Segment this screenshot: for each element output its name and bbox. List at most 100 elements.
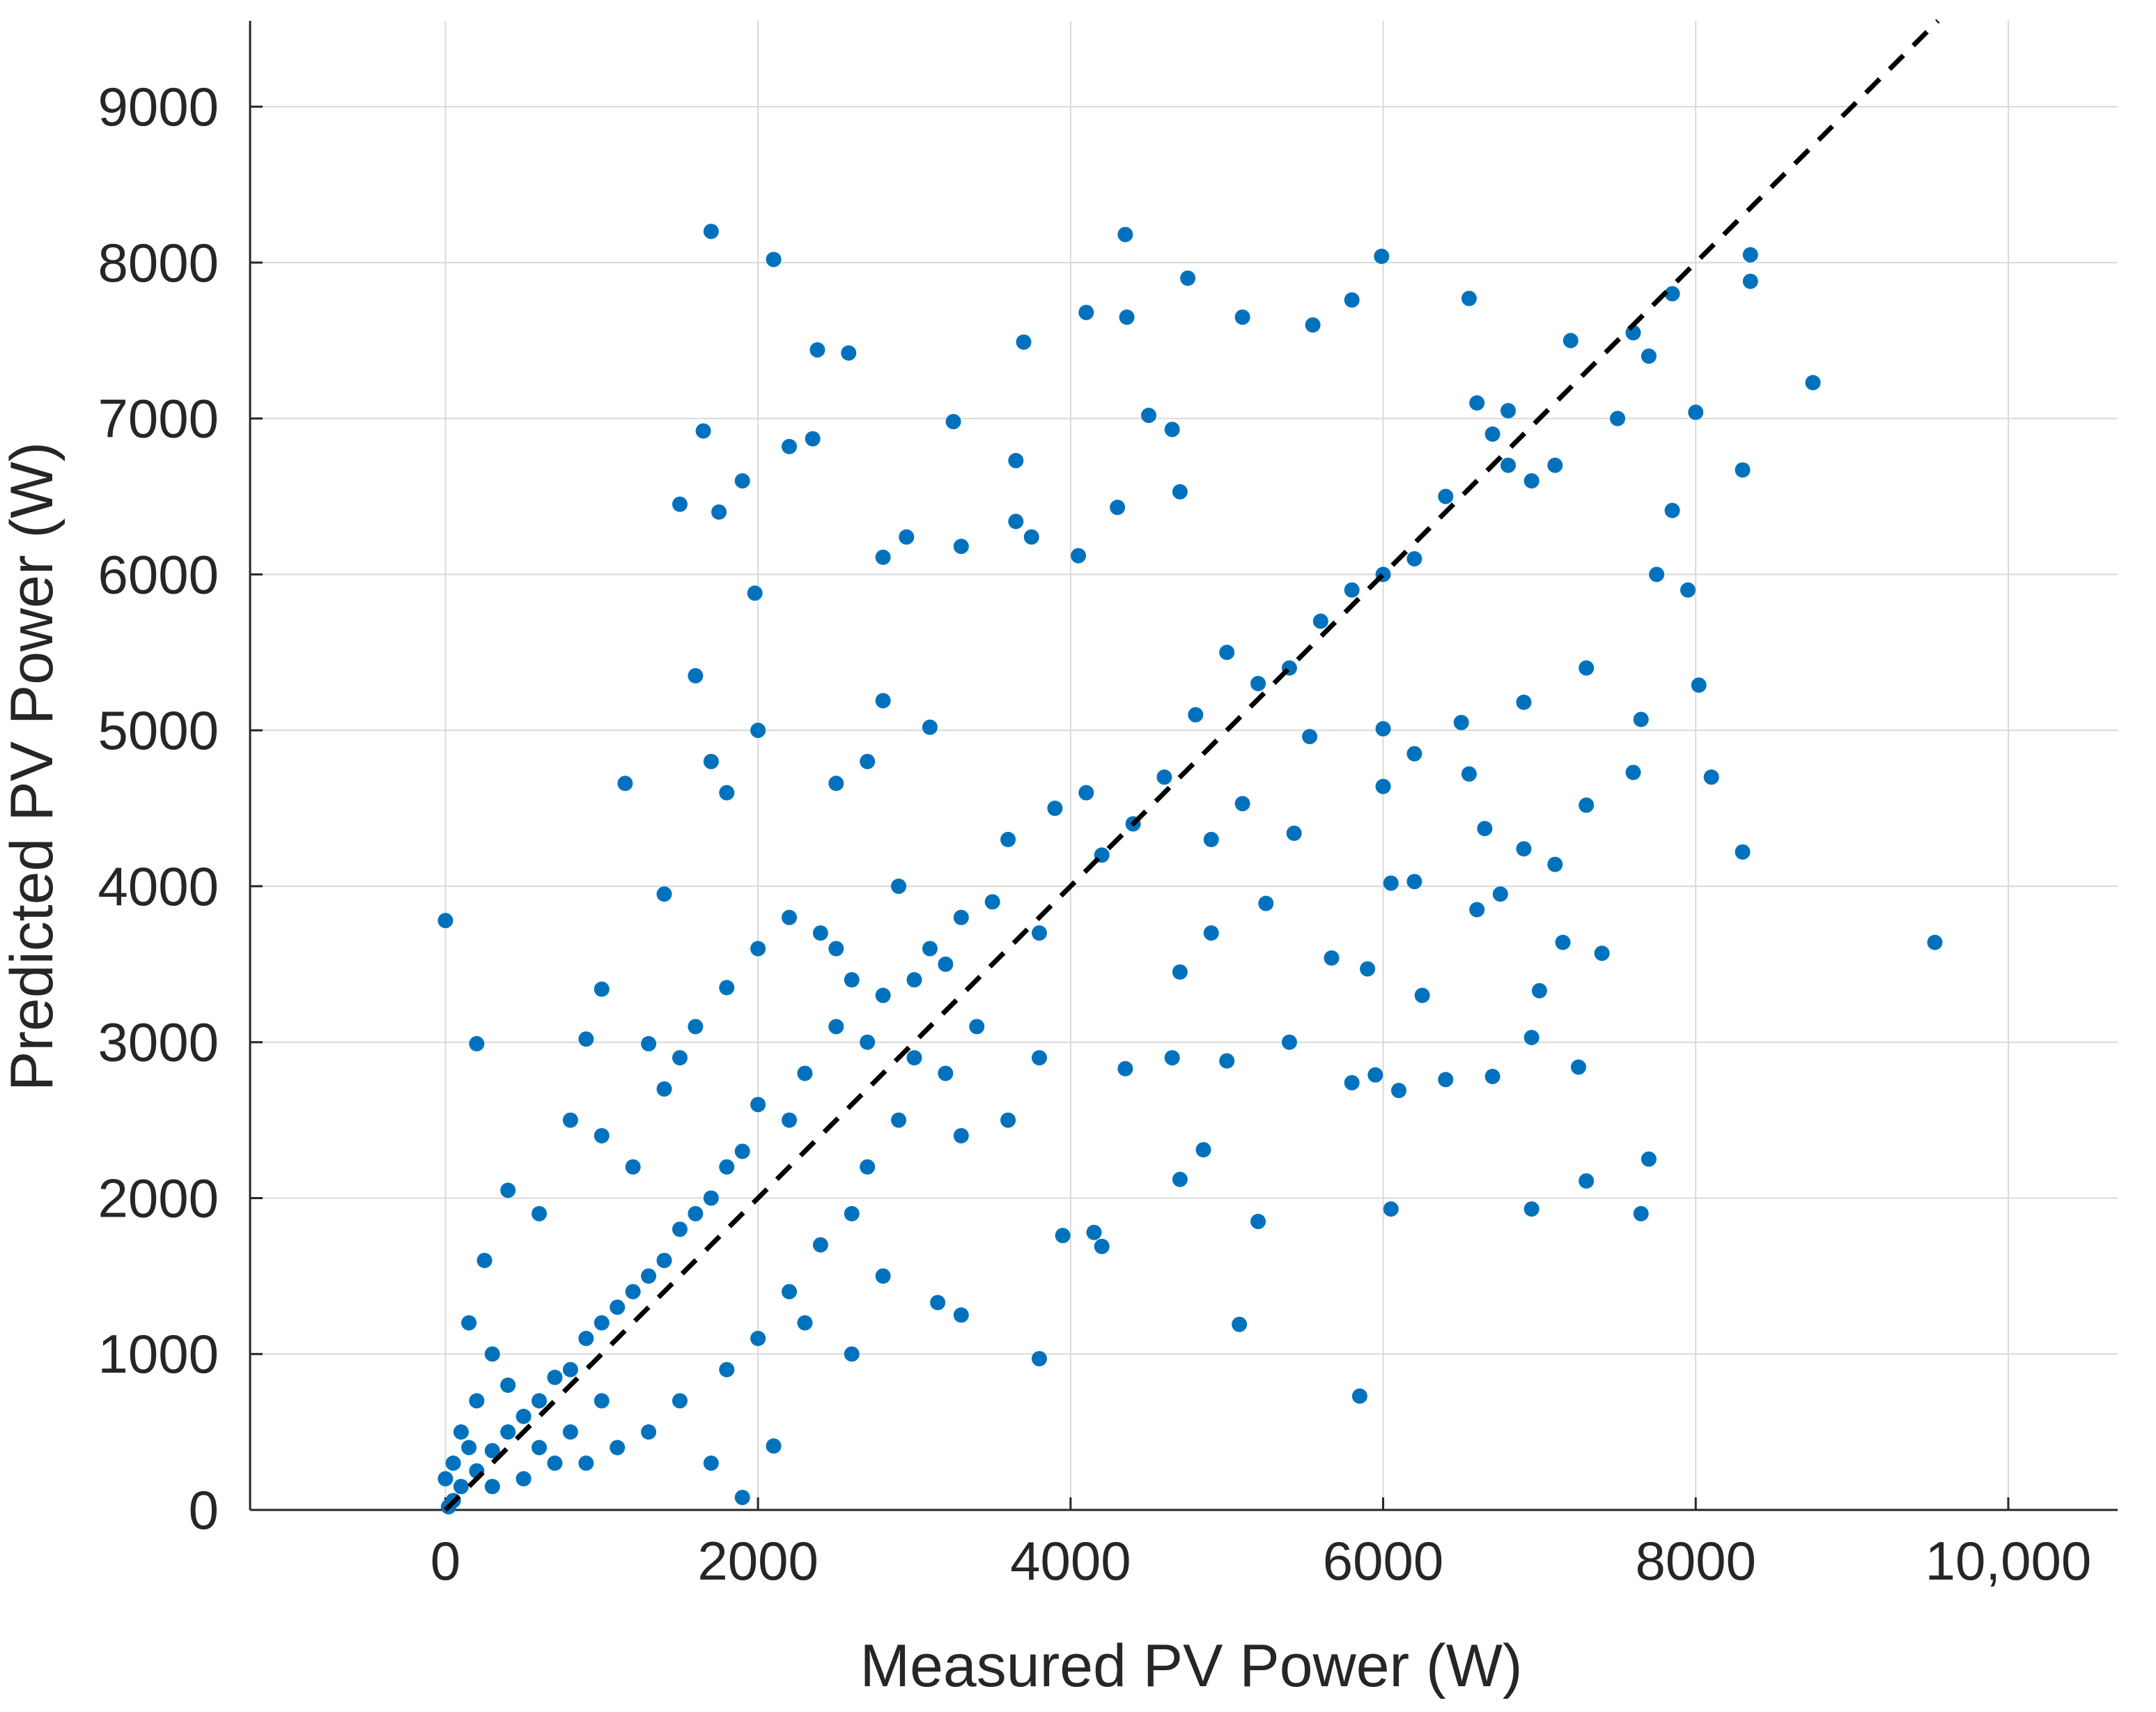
data-point [1562,332,1579,348]
y-tick-label: 8000 [98,232,219,293]
data-point [1119,309,1135,325]
data-point [1258,895,1274,911]
data-point [1579,1173,1595,1189]
data-point [828,941,844,957]
data-point [875,987,891,1003]
data-point [1594,946,1610,962]
data-point [1438,488,1454,504]
data-point [703,753,719,769]
data-point [1344,1074,1360,1090]
data-point [969,1019,985,1035]
data-point [1351,1388,1367,1404]
data-point [1484,1068,1500,1084]
data-point [500,1182,516,1198]
data-point [1234,796,1250,812]
data-point [1579,797,1595,813]
data-point [922,719,938,735]
data-point [578,1330,594,1346]
data-point [1031,1050,1047,1066]
data-point [562,1112,578,1128]
data-point [782,438,798,454]
data-point [860,1159,876,1175]
data-point [1579,660,1595,676]
data-point [1203,831,1219,847]
data-point [938,1065,954,1081]
data-point [766,252,782,268]
data-point [750,1330,766,1346]
data-point [1406,874,1422,890]
data-point [1523,1201,1540,1217]
data-point [750,941,766,957]
data-point [562,1424,578,1440]
data-point [1649,566,1665,583]
data-point [1570,1059,1586,1075]
y-tick-label: 5000 [98,700,219,761]
data-point [515,1408,532,1424]
data-point [594,1315,610,1331]
data-point [782,1112,798,1128]
data-point [953,1307,969,1323]
data-point [1633,711,1649,727]
data-point [500,1424,516,1440]
data-point [515,1471,532,1487]
data-point [617,776,633,792]
data-point [844,1346,860,1362]
data-point [711,504,727,520]
data-point [1461,291,1477,307]
data-point [1078,304,1094,321]
data-point [734,473,750,489]
data-point [1000,1112,1016,1128]
y-tick-label: 1000 [98,1323,219,1385]
data-point [688,1019,704,1035]
data-point [1047,801,1063,817]
data-point [1477,821,1493,837]
data-point [1000,831,1016,847]
x-tick-label: 4000 [1010,1530,1131,1591]
data-point [1492,886,1508,902]
data-point [750,723,766,739]
data-point [532,1440,548,1456]
data-point [1703,769,1719,785]
data-point [1203,925,1219,941]
data-point [1117,1061,1133,1077]
data-point [1469,902,1485,918]
data-point [437,1471,453,1487]
data-point [1312,613,1328,629]
data-point [594,1127,610,1143]
data-point [1156,769,1172,785]
data-point [656,886,672,902]
data-point [1735,462,1751,478]
data-point [445,1455,461,1471]
data-point [734,1143,750,1159]
data-point [1469,395,1485,411]
data-point [547,1369,563,1385]
data-point [641,1035,657,1051]
data-point [828,776,844,792]
data-point [625,1283,641,1300]
data-point [610,1300,626,1316]
data-point [1305,317,1321,333]
data-point [1633,1205,1649,1221]
data-point [476,1252,493,1268]
data-point [1094,1238,1110,1254]
data-point [809,342,825,358]
reference-line [443,19,1940,1512]
y-tick-label: 9000 [98,76,219,137]
data-point [1008,514,1024,530]
data-point [1188,707,1204,723]
data-point [461,1440,477,1456]
data-point [1016,334,1032,350]
data-point [469,1393,485,1409]
data-point [945,414,961,430]
data-point [672,1050,688,1066]
data-point [594,1393,610,1409]
data-point [719,1362,735,1378]
data-point [641,1268,657,1284]
data-point [1500,457,1517,473]
data-point [453,1424,469,1440]
data-point [906,972,922,988]
data-point [797,1315,813,1331]
data-point [562,1362,578,1378]
data-point [953,1127,969,1143]
data-point [1523,473,1540,489]
